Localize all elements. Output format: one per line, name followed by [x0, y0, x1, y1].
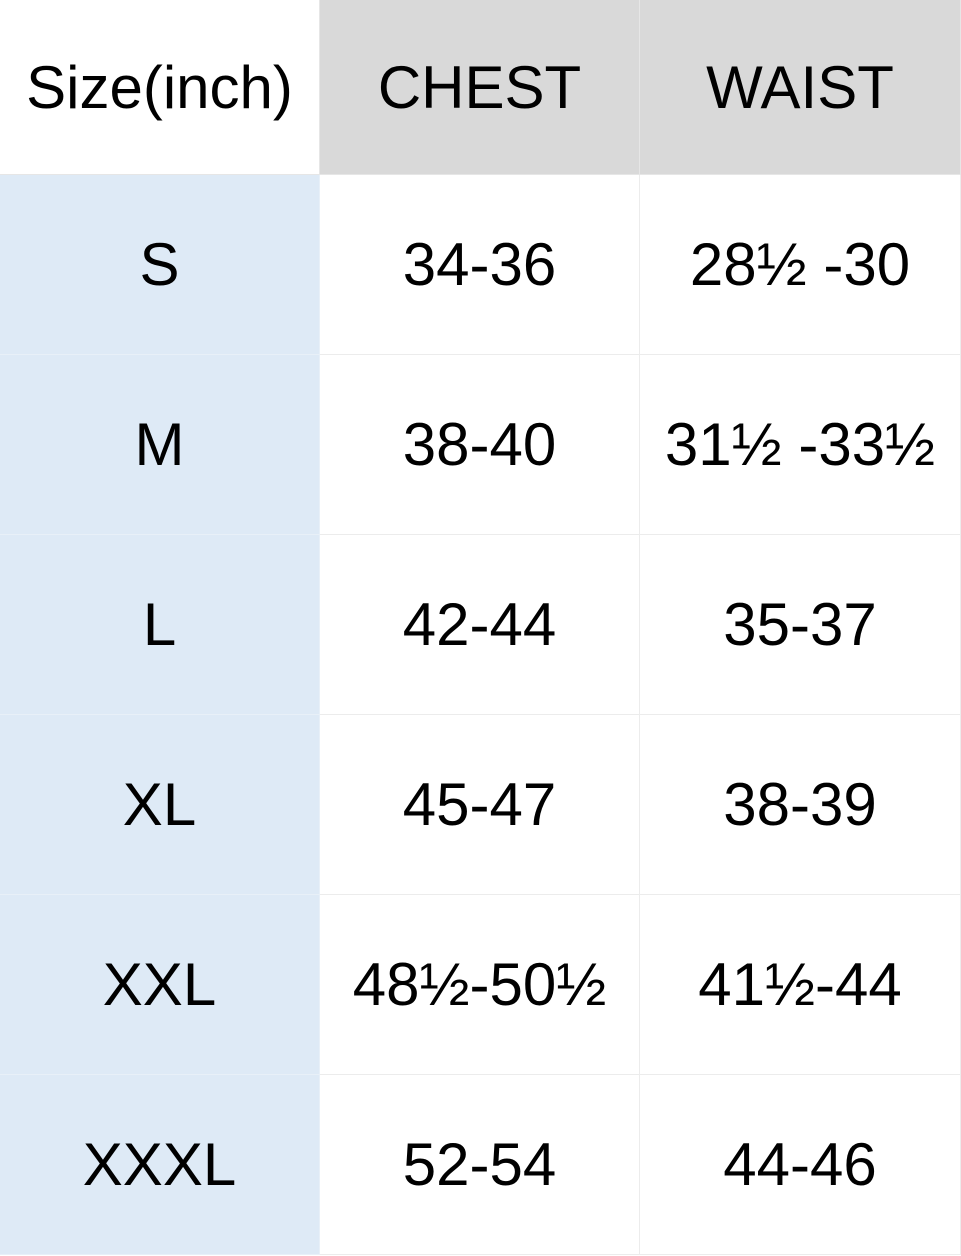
measure-cell: 41½-44: [640, 895, 961, 1075]
measure-cell: 45-47: [320, 715, 640, 895]
header-cell: CHEST: [320, 0, 640, 175]
size-cell: S: [0, 175, 320, 355]
size-cell: XXL: [0, 895, 320, 1075]
size-cell: M: [0, 355, 320, 535]
measure-cell: 35-37: [640, 535, 961, 715]
measure-cell: 42-44: [320, 535, 640, 715]
header-cell: Size(inch): [0, 0, 320, 175]
size-cell: XL: [0, 715, 320, 895]
measure-cell: 34-36: [320, 175, 640, 355]
measure-cell: 52-54: [320, 1075, 640, 1255]
measure-cell: 28½ -30: [640, 175, 961, 355]
size-cell: XXXL: [0, 1075, 320, 1255]
measure-cell: 48½-50½: [320, 895, 640, 1075]
measure-cell: 31½ -33½: [640, 355, 961, 535]
header-cell: WAIST: [640, 0, 961, 175]
measure-cell: 38-40: [320, 355, 640, 535]
measure-cell: 44-46: [640, 1075, 961, 1255]
measure-cell: 38-39: [640, 715, 961, 895]
size-cell: L: [0, 535, 320, 715]
